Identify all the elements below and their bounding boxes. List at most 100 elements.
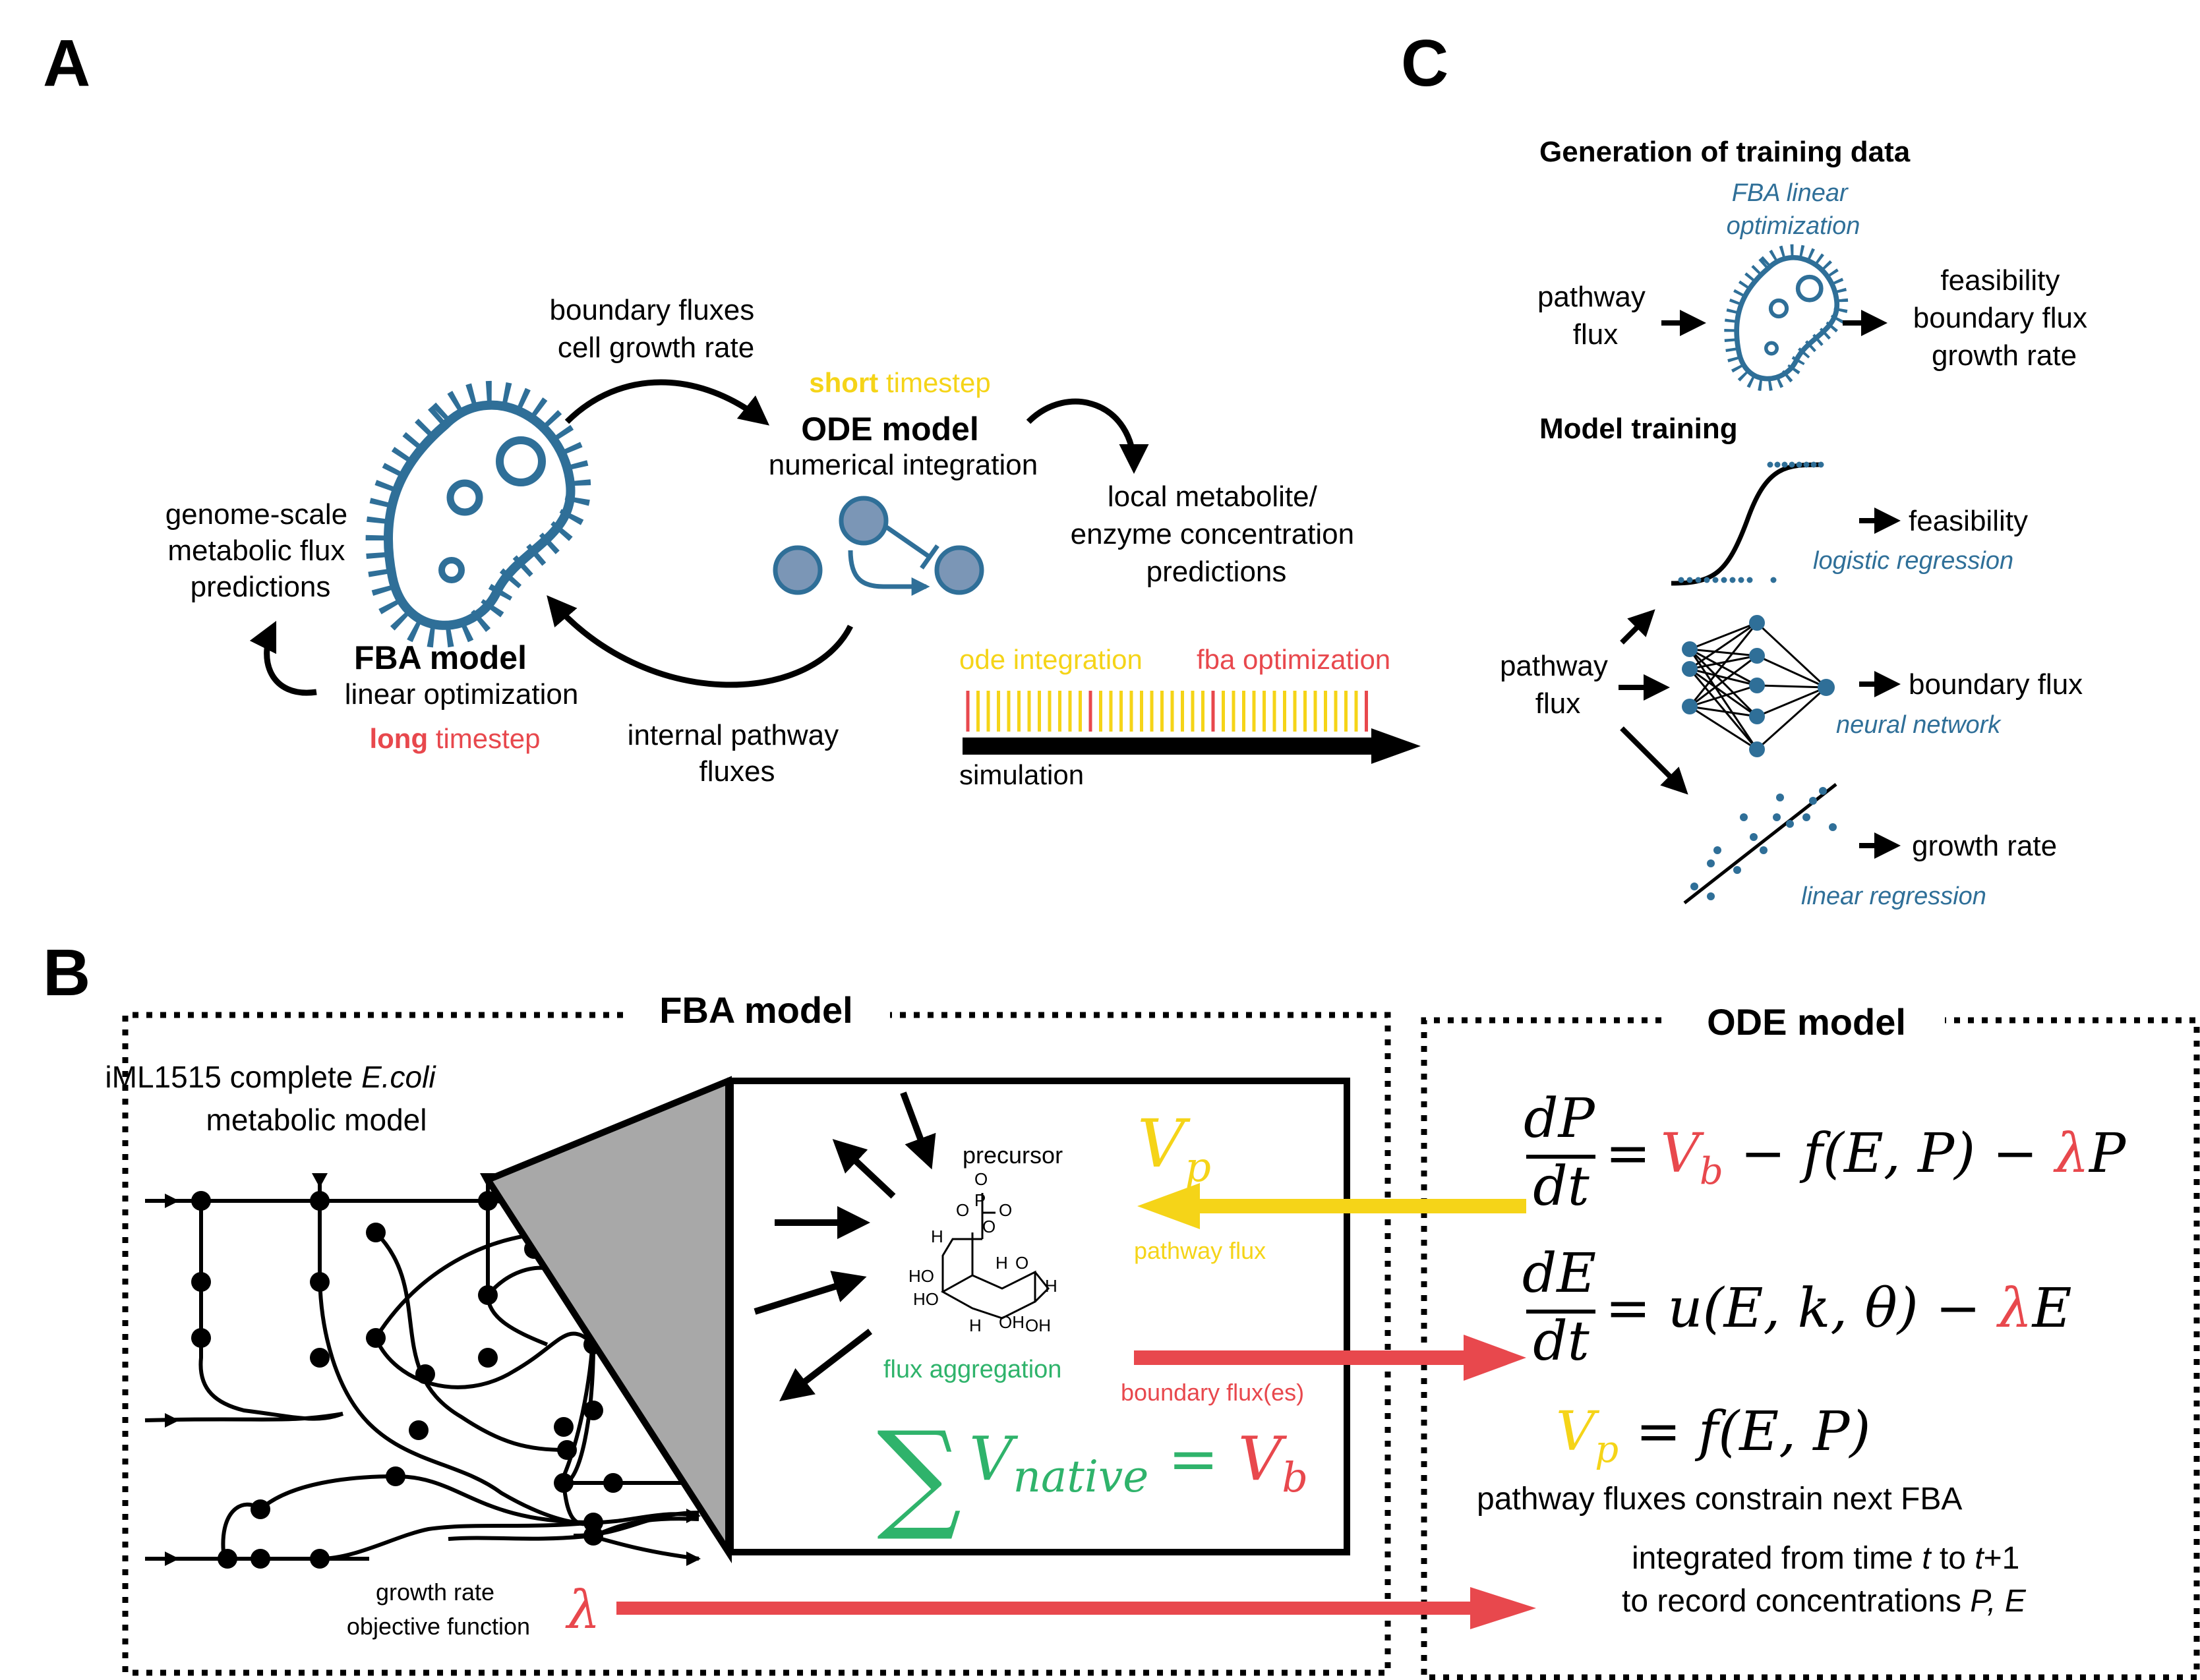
nn-edge	[1689, 622, 1758, 670]
nn-node	[1749, 678, 1765, 693]
logistic-dot	[1695, 577, 1702, 583]
bacterium-icon	[378, 393, 578, 636]
svg-text:O: O	[1015, 1253, 1028, 1273]
to-logistic-arrow	[1620, 609, 1655, 645]
flux-aggregation-label: flux aggregation	[883, 1356, 1061, 1383]
network-node	[191, 1272, 211, 1292]
fba-box-title: FBA model	[659, 989, 852, 1031]
boundary-flux-arrow	[564, 379, 770, 426]
scatter-dot	[1802, 813, 1810, 821]
logistic-dot	[1678, 577, 1684, 583]
flux-aggregation-equation: Vnative = Vb	[969, 1424, 1308, 1502]
svg-text:P: P	[974, 1190, 986, 1210]
pathway-flux-arrowhead	[1137, 1183, 1200, 1229]
network-node	[251, 1549, 270, 1569]
internal-flux-arrow	[547, 595, 854, 688]
nn-edge	[1689, 705, 1758, 718]
nn-edge	[1689, 668, 1758, 718]
growth-rate-label: growth rate	[1912, 830, 2057, 862]
glucose-phosphate-molecule	[940, 1193, 1050, 1319]
logistic-dot	[1721, 577, 1727, 583]
network-node	[478, 1348, 498, 1368]
logistic-dot	[1767, 461, 1773, 468]
molecule-atoms: P O O O O H HO HO H OH OH H O H	[908, 1169, 1057, 1335]
network-node	[191, 1328, 211, 1348]
iml1515-label-line2: metabolic model	[206, 1103, 427, 1137]
ode-integration-label: ode integration	[959, 644, 1143, 675]
svg-text:=Vb − f(E, P) − λP: = Vb − f(E, P) − λP	[1605, 1122, 2127, 1193]
scatter-dot	[1776, 794, 1784, 801]
ode-model-subtitle: numerical integration	[769, 449, 1038, 481]
fba-model-subtitle: linear optimization	[345, 678, 579, 710]
network-node	[583, 1526, 603, 1546]
scatter-dot	[1713, 846, 1721, 854]
nn-node	[1818, 679, 1835, 696]
network-node	[554, 1473, 574, 1493]
svg-text:dt: dt	[1533, 1310, 1590, 1373]
pathway-flux-label: pathway flux	[1134, 1237, 1266, 1264]
logistic-dot	[1738, 577, 1744, 583]
logistic-regression-label: logistic regression	[1813, 547, 2013, 575]
svg-text:O: O	[974, 1169, 988, 1189]
logistic-dot	[1746, 577, 1753, 583]
vp-symbol-zoom: Vp	[1137, 1105, 1211, 1191]
svg-text:Vp = f(E, P): Vp = f(E, P)	[1556, 1401, 1870, 1471]
logistic-dot	[1810, 461, 1817, 468]
pathway-flux-bottom-label: pathway flux	[1500, 650, 1616, 720]
network-node	[310, 1348, 330, 1368]
logistic-dot	[1712, 577, 1719, 583]
network-node	[310, 1191, 330, 1211]
svg-text:= u(E, k, θ) − λE: = u(E, k, θ) − λE	[1605, 1277, 2071, 1340]
logistic-dot	[1789, 461, 1795, 468]
simulation-label: simulation	[959, 759, 1084, 790]
network-arrowhead	[686, 1509, 701, 1523]
scatter-dot	[1733, 866, 1741, 874]
svg-text:O: O	[999, 1200, 1012, 1220]
network-arrowhead	[312, 1173, 328, 1188]
fba-linear-label: FBA linear optimization	[1727, 179, 1860, 240]
nn-edge	[1689, 648, 1758, 657]
nn-edge	[1689, 684, 1758, 708]
network-node	[191, 1191, 211, 1211]
nn-node	[1682, 661, 1698, 677]
svg-text:O: O	[982, 1217, 996, 1236]
nn-edge	[1756, 684, 1827, 689]
model-training-title: Model training	[1539, 413, 1738, 445]
network-node	[366, 1328, 386, 1348]
ode-box-border	[1421, 1017, 2200, 1680]
logistic-dot	[1729, 577, 1736, 583]
to-linear-arrow	[1620, 726, 1688, 795]
fba-box-border	[122, 1012, 1391, 1676]
nn-edge	[1688, 622, 1758, 707]
logistic-dot	[1686, 577, 1693, 583]
nn-edge	[1689, 654, 1758, 708]
network-arrowhead	[686, 1551, 701, 1566]
ode-equation-2: dE dt = u(E, k, θ) − λE	[1522, 1242, 2072, 1373]
logistic-dot	[1818, 461, 1824, 468]
long-timestep-label: long timestep	[369, 723, 540, 754]
bacterium-small-icon	[1731, 251, 1841, 384]
iml1515-label: iML1515 complete E.coli	[105, 1060, 436, 1094]
logistic-dot	[1770, 577, 1777, 583]
ode-equation-3: Vp = f(E, P)	[1556, 1401, 1870, 1471]
scatter-dot	[1690, 883, 1698, 890]
precursor-label: precursor	[963, 1142, 1063, 1169]
generation-title: Generation of training data	[1539, 136, 1911, 168]
panel-c-letter: C	[1401, 26, 1448, 100]
nn-edge	[1756, 686, 1828, 751]
scatter-dot	[1740, 813, 1748, 821]
svg-text:OH: OH	[999, 1312, 1025, 1332]
boundary-flux-label: boundary flux	[1909, 668, 2083, 701]
fba-model-title: FBA model	[354, 639, 527, 676]
network-node	[218, 1549, 237, 1569]
panel-b-letter: B	[43, 936, 90, 1010]
nn-node	[1749, 741, 1765, 757]
panel-a-letter: A	[43, 26, 90, 100]
scatter-dot	[1819, 787, 1827, 795]
nn-edge	[1689, 654, 1758, 670]
local-metabolite-label: local metabolite/ enzyme concentration p…	[1071, 480, 1363, 588]
nn-edge	[1688, 668, 1758, 750]
boundary-fluxes-label: boundary flux(es)	[1121, 1379, 1304, 1406]
network-node	[409, 1420, 429, 1440]
